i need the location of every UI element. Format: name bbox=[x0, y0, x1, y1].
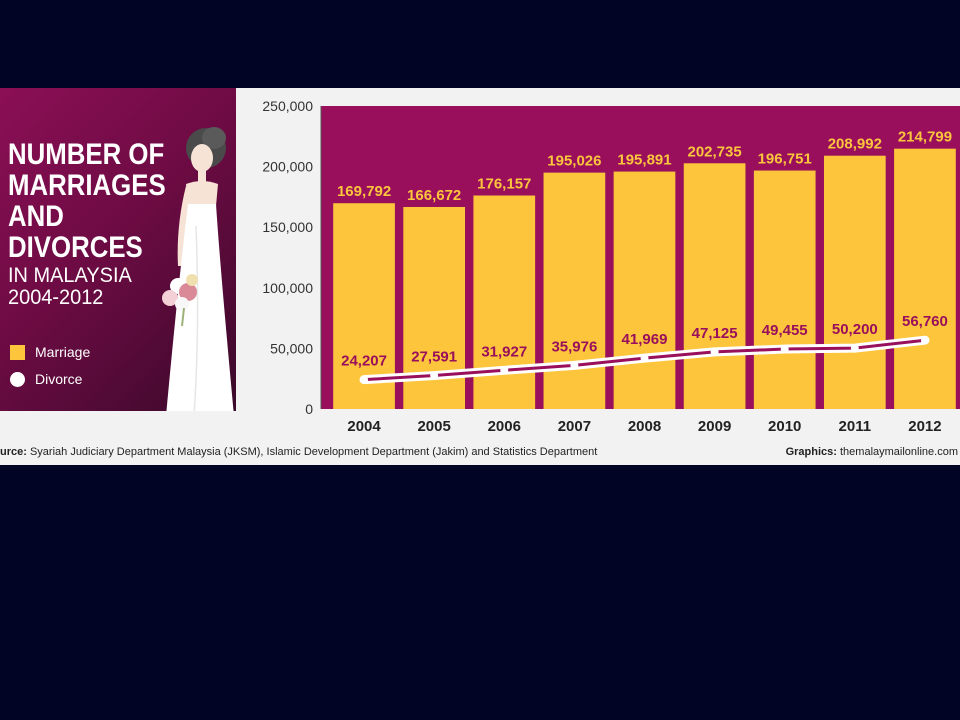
y-tick-label-2: 100,000 bbox=[262, 280, 313, 296]
legend-marriage: Marriage bbox=[10, 344, 90, 360]
marriage-value-label-2007: 195,026 bbox=[547, 153, 601, 170]
x-tick-label-2006: 2006 bbox=[488, 418, 521, 435]
marriage-bar-2010 bbox=[753, 170, 816, 409]
divorce-swatch-icon bbox=[10, 371, 25, 387]
graphics-credit: Graphics: themalaymailonline.com bbox=[786, 446, 958, 458]
divorce-point-2008 bbox=[640, 354, 649, 363]
marriage-value-label-2012: 214,799 bbox=[898, 129, 952, 146]
title-line-2: MARRIAGES bbox=[8, 169, 166, 202]
y-tick-label-3: 150,000 bbox=[262, 219, 313, 235]
bride-illustration-icon bbox=[162, 127, 234, 411]
marriage-swatch-icon bbox=[10, 344, 25, 360]
marriage-bar-2009 bbox=[683, 163, 746, 409]
divorce-value-label-2010: 49,455 bbox=[762, 322, 808, 339]
title-line-3: AND bbox=[8, 200, 64, 233]
marriage-bar-2006 bbox=[473, 195, 536, 409]
divorce-point-2005 bbox=[430, 371, 439, 380]
subtitle-line-2: 2004-2012 bbox=[8, 286, 104, 309]
divorce-point-2011 bbox=[850, 344, 859, 353]
divorce-value-label-2011: 50,200 bbox=[832, 321, 878, 338]
divorce-point-2006 bbox=[500, 366, 509, 375]
marriage-bar-2007 bbox=[543, 172, 606, 409]
marriage-value-label-2006: 176,157 bbox=[477, 175, 531, 192]
marriage-value-label-2010: 196,751 bbox=[758, 151, 812, 168]
graphics-credit-site: themalaymailonline.com bbox=[836, 446, 958, 458]
divorce-value-label-2006: 31,927 bbox=[481, 343, 527, 360]
divorce-point-2009 bbox=[710, 347, 719, 356]
x-tick-label-2004: 2004 bbox=[347, 418, 381, 435]
legend-divorce-label: Divorce bbox=[35, 371, 83, 387]
x-tick-label-2005: 2005 bbox=[417, 418, 450, 435]
title-line-4: DIVORCES bbox=[8, 231, 143, 264]
divorce-value-label-2008: 41,969 bbox=[622, 331, 668, 348]
divorce-point-2004 bbox=[360, 375, 369, 384]
title-panel: NUMBER OF MARRIAGES AND DIVORCES IN MALA… bbox=[0, 88, 236, 411]
divorce-value-label-2012: 56,760 bbox=[902, 313, 948, 330]
source-text: urce: Syariah Judiciary Department Malay… bbox=[0, 446, 597, 458]
infographic: NUMBER OF MARRIAGES AND DIVORCES IN MALA… bbox=[0, 88, 960, 465]
divorce-point-2007 bbox=[570, 361, 579, 370]
chart: 0 50,000 100,000 150,000 200,000 250,000 169,7… bbox=[262, 98, 960, 435]
marriage-value-label-2004: 169,792 bbox=[337, 183, 391, 200]
divorce-value-label-2004: 24,207 bbox=[341, 353, 387, 370]
marriage-value-label-2008: 195,891 bbox=[617, 152, 671, 169]
x-tick-label-2008: 2008 bbox=[628, 418, 661, 435]
x-tick-label-2011: 2011 bbox=[839, 418, 872, 435]
marriage-bar-2012 bbox=[894, 148, 956, 409]
y-tick-label-4: 200,000 bbox=[262, 159, 313, 175]
y-tick-label-0: 0 bbox=[305, 401, 313, 417]
y-tick-label-1: 50,000 bbox=[270, 340, 313, 356]
divorce-value-label-2009: 47,125 bbox=[692, 325, 738, 342]
title-line-1: NUMBER OF bbox=[8, 138, 165, 171]
divorce-point-2010 bbox=[780, 345, 789, 354]
x-tick-label-2009: 2009 bbox=[698, 418, 731, 435]
divorce-value-label-2007: 35,976 bbox=[551, 338, 597, 355]
marriage-value-label-2009: 202,735 bbox=[687, 143, 741, 160]
marriage-value-label-2011: 208,992 bbox=[828, 136, 882, 153]
source-prefix: urce: bbox=[0, 446, 27, 458]
marriage-bar-2011 bbox=[823, 155, 886, 409]
x-tick-label-2010: 2010 bbox=[768, 418, 801, 435]
marriage-bar-2008 bbox=[613, 171, 676, 409]
graphics-prefix: Graphics: bbox=[785, 446, 837, 458]
divorce-point-2012 bbox=[920, 336, 929, 345]
marriage-value-label-2005: 166,672 bbox=[407, 187, 461, 204]
x-tick-label-2007: 2007 bbox=[558, 418, 591, 435]
divorce-value-label-2005: 27,591 bbox=[411, 349, 457, 366]
y-tick-label-5: 250,000 bbox=[262, 98, 313, 114]
source-body: Syariah Judiciary Department Malaysia (J… bbox=[26, 446, 598, 458]
x-tick-label-2012: 2012 bbox=[908, 418, 941, 435]
legend-marriage-label: Marriage bbox=[35, 344, 91, 360]
legend-divorce: Divorce bbox=[10, 371, 82, 387]
subtitle-line-1: IN MALAYSIA bbox=[8, 264, 132, 287]
